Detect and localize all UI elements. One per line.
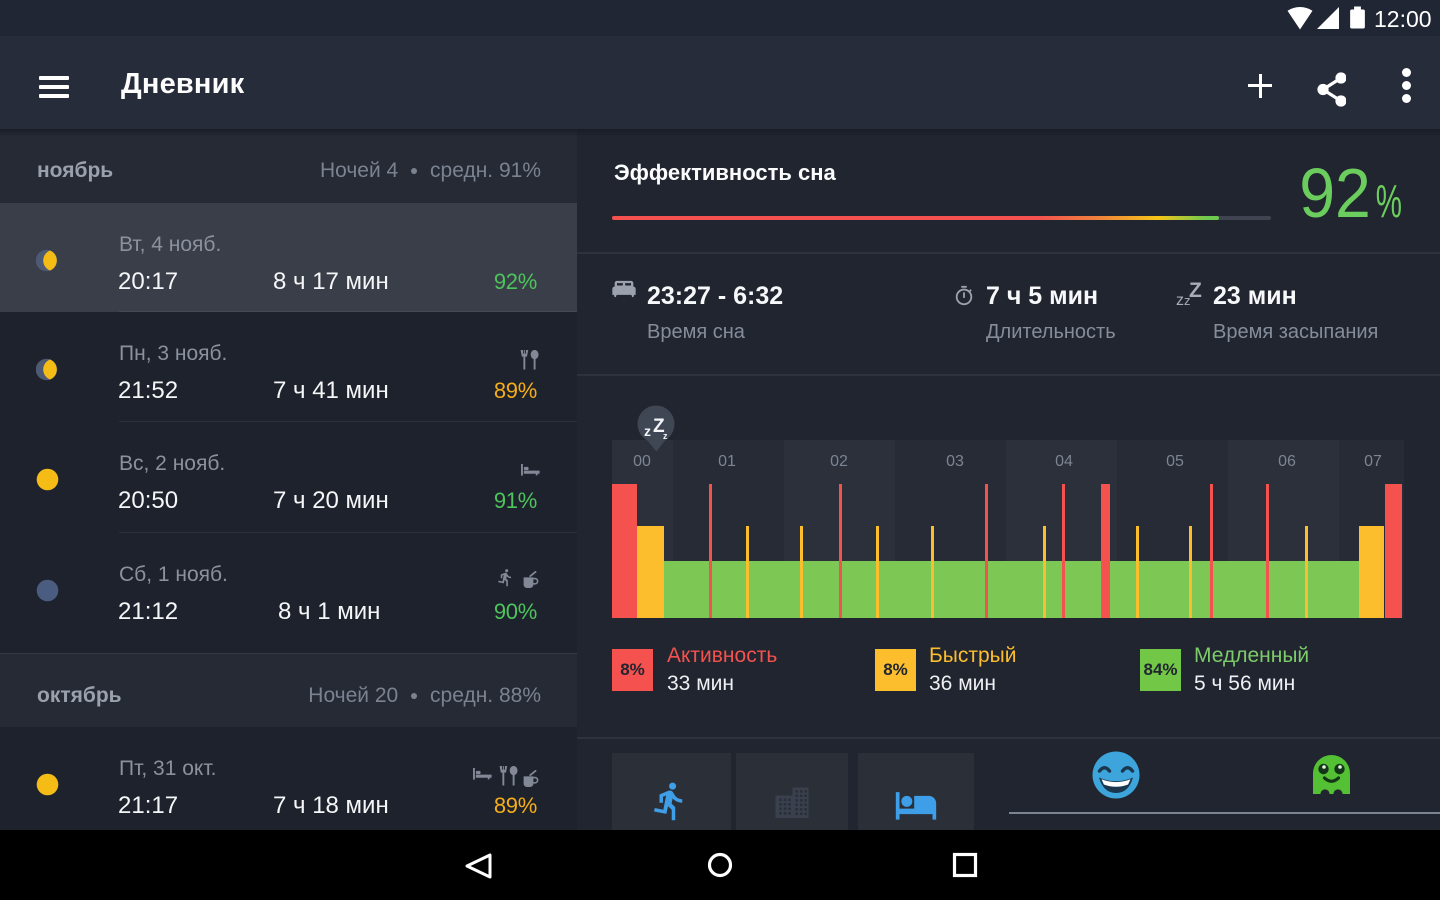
svg-text:z: z [663,431,668,441]
svg-text:z: z [644,423,651,439]
svg-text:Z: Z [653,416,665,437]
